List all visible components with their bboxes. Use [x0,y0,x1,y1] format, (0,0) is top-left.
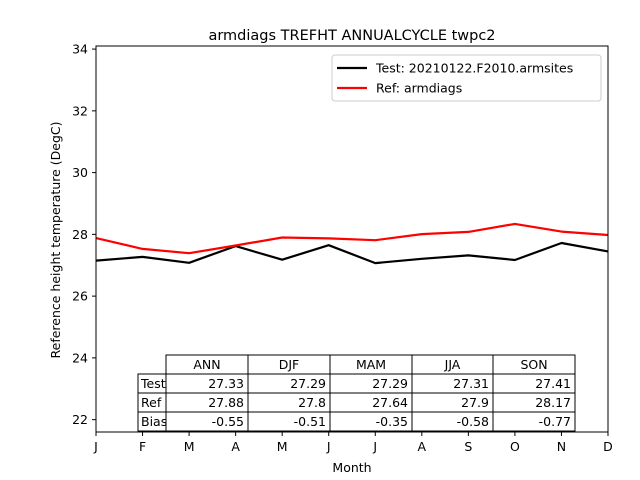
table-cell-value: 27.29 [372,376,408,391]
legend-box [331,54,602,102]
y-tick-label: 32 [72,103,88,118]
x-axis-label: Month [332,460,371,475]
x-tick-label: M [184,439,195,454]
table-cell-value: 27.31 [453,376,489,391]
x-tick-label: A [231,439,240,454]
table-cell-value: -0.55 [212,414,244,429]
table-header-label: DJF [279,357,300,372]
table-row-label: Test [140,376,166,391]
y-tick-label: 24 [72,350,88,365]
y-tick-label: 34 [72,42,88,57]
x-tick-label: J [372,439,377,454]
x-tick-label: N [557,439,566,454]
y-tick-label: 28 [72,227,88,242]
x-tick-label: D [603,439,613,454]
table-row-label: Ref [141,395,162,410]
series-line-1 [95,241,609,265]
table-cell-value: 27.8 [298,395,326,410]
x-tick-label: S [464,439,472,454]
axes-frame [95,45,609,433]
x-tick-label: A [418,439,427,454]
x-tick-label: M [277,439,288,454]
y-axis-label: Reference height temperature (DegC) [48,121,63,358]
x-tick-label: J [326,439,331,454]
table-cell-value: -0.77 [539,414,571,429]
table-header-label: MAM [356,357,386,372]
x-tick-label: J [93,439,98,454]
y-tick-label: 26 [72,289,88,304]
legend-label-2: Ref: armdiags [376,81,462,96]
table-cell-value: 28.17 [535,395,571,410]
table-header-label: ANN [193,357,220,372]
x-tick-label: F [139,439,146,454]
table-cell-value: -0.51 [294,414,326,429]
legend-label-1: Test: 20210122.F2010.armsites [375,61,573,76]
table-header-label: SON [520,357,547,372]
table-cell-value: 27.29 [290,376,326,391]
table-cell-value: 27.33 [208,376,244,391]
table-cell-value: 27.9 [461,395,489,410]
y-tick-label: 30 [72,165,88,180]
table-cell [492,411,576,432]
chart-title: armdiags TREFHT ANNUALCYCLE twpc2 [208,28,495,44]
table-cell-value: 27.64 [372,395,408,410]
table-row-label: Bias [141,414,167,429]
table-cell-value: -0.35 [376,414,408,429]
y-tick-label: 22 [72,412,88,427]
table-cell-value: 27.41 [535,376,571,391]
table-cell-value: -0.58 [457,414,489,429]
table-header-label: JJA [444,357,461,372]
x-tick-label: O [510,439,520,454]
series-line-2 [95,222,609,255]
table-cell-value: 27.88 [208,395,244,410]
